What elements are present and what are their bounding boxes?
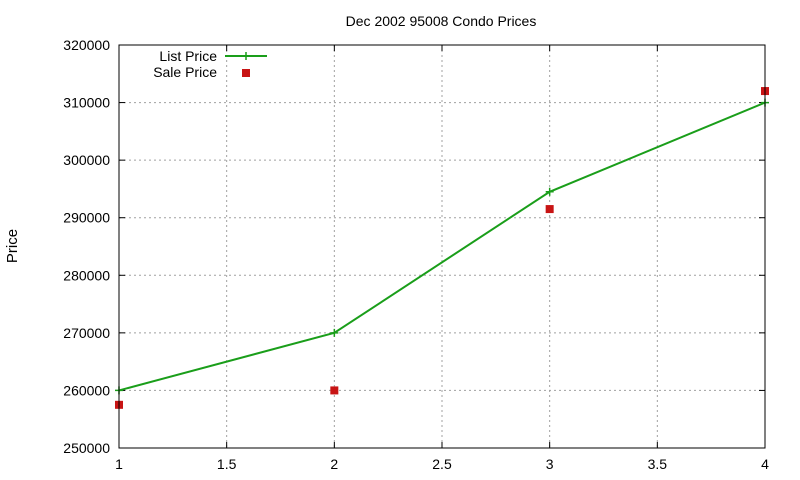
data-point-plus xyxy=(545,187,554,196)
data-point-plus xyxy=(330,328,339,337)
y-tick-label: 270000 xyxy=(63,325,110,341)
legend-item: List Price xyxy=(159,48,267,64)
legend-square-marker xyxy=(242,69,250,77)
y-tick-label: 300000 xyxy=(63,152,110,168)
x-tick-label: 1 xyxy=(115,456,123,472)
plot-border xyxy=(118,44,766,449)
data-point-square xyxy=(330,386,339,395)
y-axis-label: Price xyxy=(4,229,21,263)
x-tick-label: 3.5 xyxy=(648,456,668,472)
y-tick-label: 280000 xyxy=(63,267,110,283)
chart-title: Dec 2002 95008 Condo Prices xyxy=(346,13,537,29)
x-tick-label: 2 xyxy=(330,456,338,472)
grid xyxy=(119,45,765,448)
legend-plus-marker xyxy=(242,52,250,60)
legend-item: Sale Price xyxy=(153,64,250,80)
x-axis-ticks: 1 1.5 2 2.5 3 3.5 4 xyxy=(115,45,769,472)
legend-label: List Price xyxy=(159,48,217,64)
y-tick-label: 310000 xyxy=(63,95,110,111)
y-tick-label: 250000 xyxy=(63,440,110,456)
data-point-square xyxy=(545,205,554,214)
y-tick-label: 290000 xyxy=(63,210,110,226)
y-axis-ticks: 250000 260000 270000 280000 290000 300000 3100… xyxy=(63,37,765,456)
x-tick-label: 4 xyxy=(761,456,769,472)
y-tick-label: 320000 xyxy=(63,37,110,53)
legend-label: Sale Price xyxy=(153,64,217,80)
series-line xyxy=(118,101,766,392)
x-tick-label: 2.5 xyxy=(432,456,452,472)
x-tick-label: 3 xyxy=(546,456,554,472)
x-tick-label: 1.5 xyxy=(217,456,237,472)
y-tick-label: 260000 xyxy=(63,382,110,398)
